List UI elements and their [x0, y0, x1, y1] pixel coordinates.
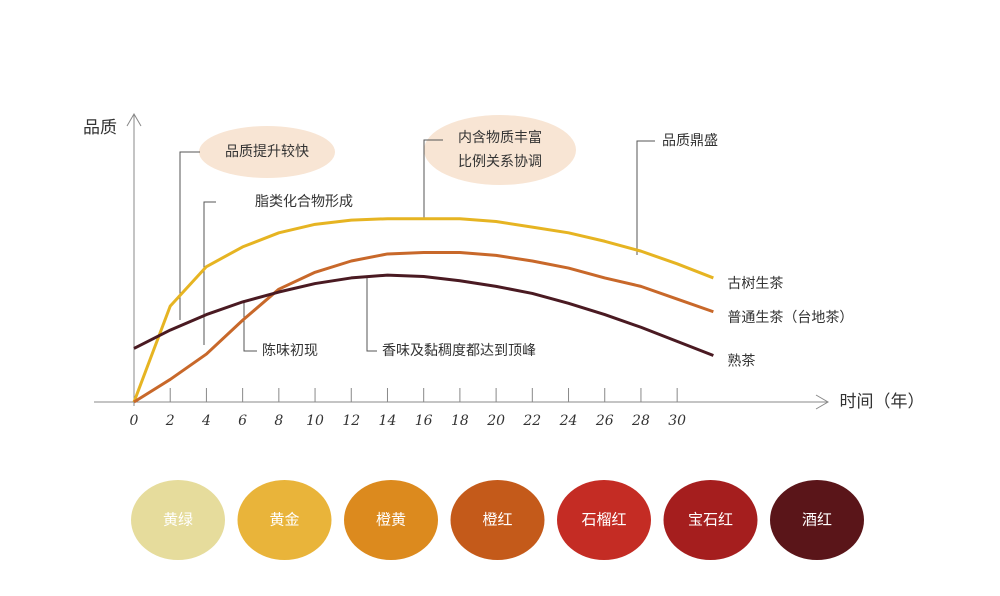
line: [133, 273, 714, 357]
x-tick-label: 6: [238, 413, 247, 429]
swatch-label: 石榴红: [581, 511, 626, 529]
callout: [366, 276, 377, 352]
x-tick-label: 8: [274, 413, 283, 429]
x-tick-label: 12: [342, 413, 360, 429]
line: [132, 217, 714, 403]
swatch-label: 橙黄: [376, 511, 406, 529]
swatch-label: 橙红: [482, 511, 512, 529]
series-label: 古树生茶: [727, 276, 783, 292]
callout: [423, 139, 443, 218]
color-swatch: [344, 480, 438, 560]
bubble: [424, 115, 576, 185]
x-tick-label: 14: [379, 413, 397, 429]
x-tick-label: 30: [668, 413, 686, 429]
color-swatch: [663, 480, 758, 560]
swatch-label: 酒红: [802, 511, 832, 529]
color-swatch: [557, 480, 651, 560]
swatch-label: 宝石红: [688, 511, 733, 529]
annotation: 比例关系协调: [458, 154, 542, 170]
swatch-label: 黄金: [269, 511, 299, 529]
color-swatch: [237, 480, 332, 560]
annotation: 品质鼎盛: [662, 133, 718, 149]
x-tick-label: 28: [631, 413, 650, 429]
callout: [243, 300, 257, 352]
y-arrow: [126, 113, 142, 127]
bubble: [199, 126, 335, 178]
x-tick-label: 16: [415, 413, 433, 429]
color-swatch: [770, 480, 864, 560]
x-tick-label: 20: [486, 413, 505, 429]
line: [133, 251, 714, 404]
callout: [203, 201, 216, 345]
annotation: 陈味初现: [262, 342, 318, 359]
x-tick-label: 4: [201, 413, 211, 429]
x-tick-label: 2: [165, 413, 175, 429]
x-tick-label: 26: [595, 413, 614, 429]
y-axis-label: 品质: [83, 118, 117, 138]
x-tick-label: 0: [130, 413, 139, 429]
annotation: 香味及黏稠度都达到顶峰: [382, 343, 536, 359]
annotation: 品质提升较快: [225, 144, 309, 160]
x-tick-label: 18: [451, 413, 469, 429]
x-axis-label: 时间（年）: [840, 392, 925, 412]
series-label: 普通生茶（台地茶）: [727, 310, 853, 326]
color-swatch: [450, 480, 545, 560]
swatch-label: 黄绿: [163, 511, 193, 529]
annotation: 内含物质丰富: [458, 129, 542, 146]
annotation: 脂类化合物形成: [255, 194, 353, 210]
x-arrow: [815, 394, 829, 410]
series-label: 熟茶: [727, 353, 755, 369]
x-tick-label: 24: [559, 413, 578, 429]
x-tick-label: 10: [306, 413, 324, 429]
callout: [636, 140, 655, 255]
x-tick-label: 22: [522, 413, 541, 429]
callout: [179, 151, 200, 320]
color-swatch: [131, 480, 225, 560]
